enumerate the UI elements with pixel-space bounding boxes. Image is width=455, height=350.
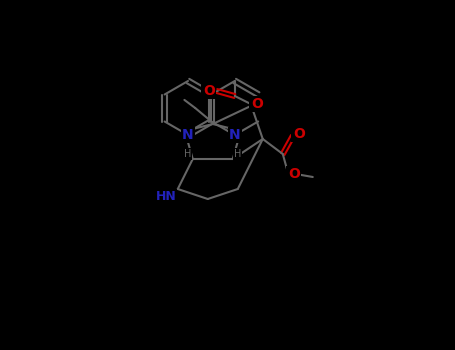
Text: O: O — [251, 97, 263, 111]
Text: O: O — [203, 84, 215, 98]
Text: N: N — [182, 128, 194, 142]
Text: O: O — [293, 127, 305, 141]
Text: H: H — [184, 149, 192, 159]
Text: HN: HN — [156, 190, 176, 203]
Text: O: O — [288, 167, 300, 181]
Text: N: N — [229, 128, 241, 142]
Text: H: H — [234, 149, 242, 159]
